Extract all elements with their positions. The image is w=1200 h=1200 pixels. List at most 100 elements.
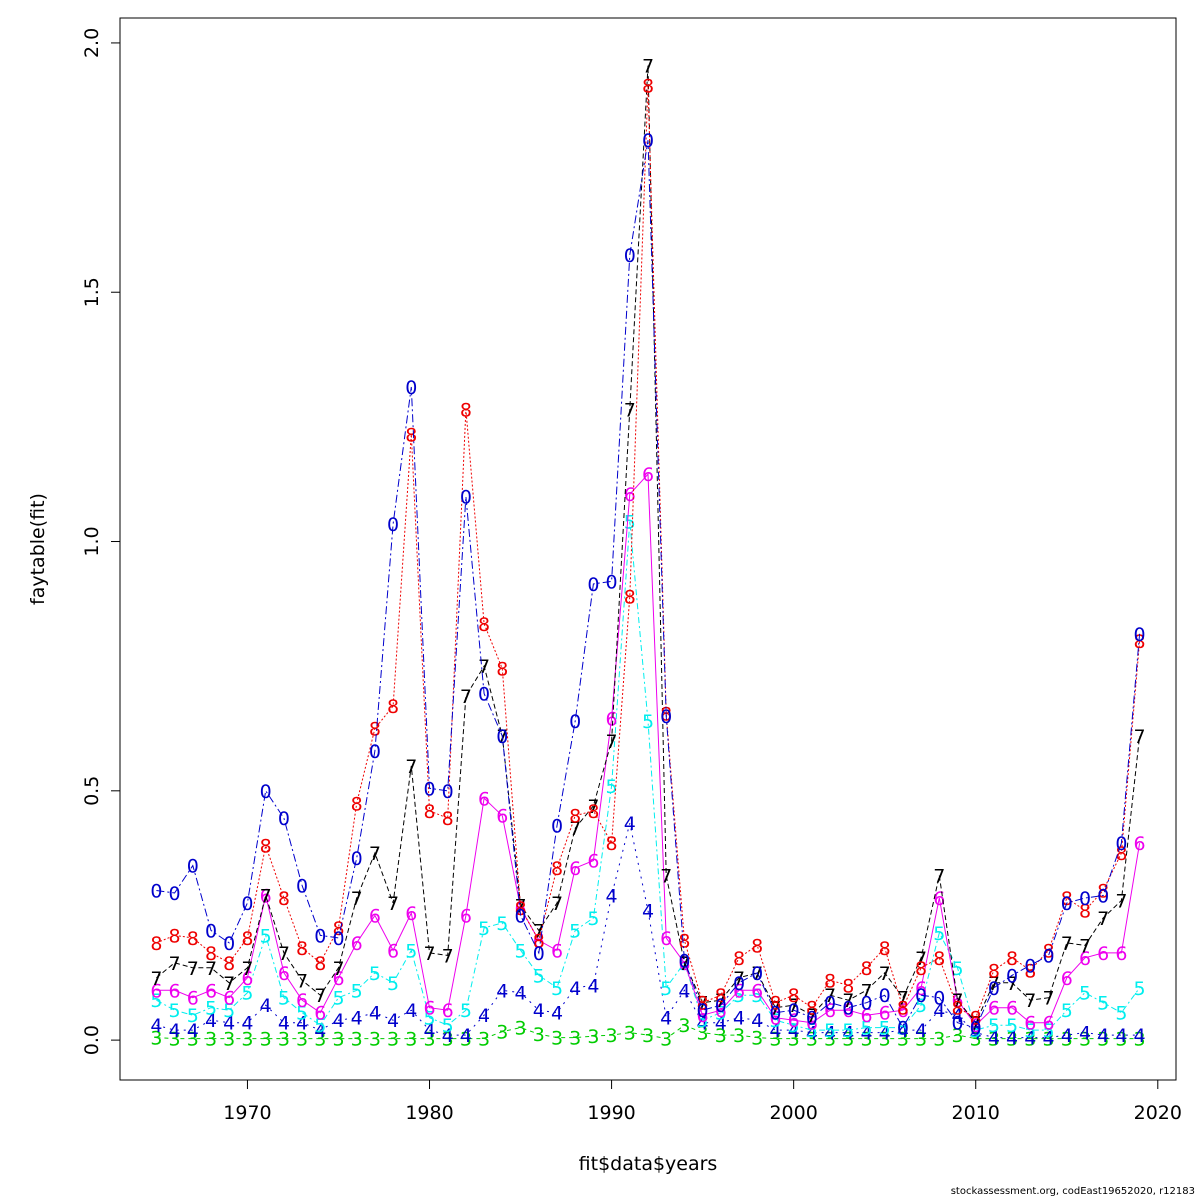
point-label: 3 [478, 1029, 490, 1051]
point-label: 5 [697, 1010, 709, 1032]
point-label: 7 [169, 953, 181, 975]
point-label: 4 [879, 1023, 891, 1045]
point-label: 4 [569, 978, 581, 1000]
point-label: 6 [879, 1003, 891, 1025]
point-label: 6 [187, 988, 199, 1010]
point-label: 7 [223, 973, 235, 995]
point-label: 5 [715, 1003, 727, 1025]
point-label: 5 [1079, 983, 1091, 1005]
point-label: 6 [205, 980, 217, 1002]
x-axis-title: fit$data$years [579, 1153, 718, 1175]
point-label: 3 [515, 1018, 527, 1040]
series-layer: 3 3 3 3 3 3 3 3 3 3 3 3 3 3 3 3 3 3 3 3 3 3 3 3 3 3 3 3 33 3 3 3 3 3 3 3 3 3 3… [150, 55, 1145, 1050]
point-label: 8 [260, 836, 272, 858]
point-label: 7 [933, 866, 945, 888]
point-label: 7 [988, 973, 1000, 995]
point-label: 8 [970, 1008, 982, 1030]
point-label: 7 [533, 920, 545, 942]
point-label: 0 [278, 808, 290, 830]
point-label: 4 [296, 1013, 308, 1035]
point-label: 0 [824, 993, 836, 1015]
point-label: 8 [150, 933, 162, 955]
point-label: 0 [1006, 965, 1018, 987]
point-label: 0 [423, 778, 435, 800]
point-label: 4 [1134, 1025, 1146, 1047]
point-label: 6 [260, 886, 272, 908]
point-label: 3 [187, 1029, 199, 1051]
point-label: 5 [296, 1003, 308, 1025]
point-label: 0 [1061, 893, 1073, 915]
point-label: 5 [405, 940, 417, 962]
point-label: 8 [933, 948, 945, 970]
point-label: 7 [1134, 726, 1146, 748]
point-label: 5 [387, 973, 399, 995]
point-label: 3 [369, 1029, 381, 1051]
point-label: 6 [951, 990, 963, 1012]
point-label: 6 [169, 980, 181, 1002]
point-label: 6 [824, 1000, 836, 1022]
point-label: 8 [369, 719, 381, 741]
point-label: 0 [970, 1018, 982, 1040]
point-label: 0 [1115, 833, 1127, 855]
point-label: 5 [606, 776, 618, 798]
point-label: 4 [1043, 1028, 1055, 1050]
point-label: 0 [187, 856, 199, 878]
point-label: 0 [660, 706, 672, 728]
point-label: 5 [369, 963, 381, 985]
point-label: 4 [496, 980, 508, 1002]
point-label: 8 [1115, 843, 1127, 865]
point-label: 5 [478, 918, 490, 940]
point-label: 5 [988, 1015, 1000, 1037]
point-label: 3 [1097, 1029, 1109, 1051]
point-label: 5 [533, 965, 545, 987]
point-label: 8 [606, 833, 618, 855]
point-label: 6 [551, 940, 563, 962]
point-label: 0 [860, 993, 872, 1015]
point-label: 3 [860, 1029, 872, 1051]
point-label: 6 [332, 968, 344, 990]
point-label: 5 [587, 908, 599, 930]
point-label: 6 [314, 1003, 326, 1025]
point-label: 4 [332, 1010, 344, 1032]
point-label: 4 [988, 1028, 1000, 1050]
y-tick-label: 2.0 [81, 28, 103, 58]
series-4-line [156, 823, 1140, 1039]
point-label: 0 [897, 1018, 909, 1040]
point-label: 5 [515, 940, 527, 962]
point-label: 3 [988, 1029, 1000, 1051]
point-label: 8 [423, 801, 435, 823]
point-label: 5 [332, 988, 344, 1010]
point-label: 8 [860, 958, 872, 980]
x-tick-label: 1980 [405, 1102, 453, 1124]
point-label: 0 [733, 973, 745, 995]
point-label: 8 [205, 943, 217, 965]
point-label: 6 [369, 906, 381, 928]
point-label: 5 [642, 711, 654, 733]
point-label: 6 [1024, 1013, 1036, 1035]
point-label: 7 [897, 988, 909, 1010]
point-label: 4 [278, 1013, 290, 1035]
point-label: 6 [788, 1010, 800, 1032]
series-0-line [156, 140, 1141, 1029]
y-tick-label: 0.5 [81, 776, 103, 806]
point-label: 7 [624, 399, 636, 421]
y-axis-title: faytable(fit) [27, 493, 49, 605]
point-label: 8 [460, 399, 472, 421]
point-label: 0 [369, 741, 381, 763]
point-label: 6 [241, 968, 253, 990]
point-label: 6 [223, 988, 235, 1010]
point-label: 0 [551, 816, 563, 838]
point-label: 6 [842, 1000, 854, 1022]
point-label: 8 [624, 586, 636, 608]
point-label: 3 [332, 1029, 344, 1051]
point-label: 5 [624, 512, 636, 534]
point-label: 4 [1061, 1025, 1073, 1047]
point-label: 8 [751, 935, 763, 957]
point-label: 0 [496, 726, 508, 748]
point-label: 7 [970, 1013, 982, 1035]
point-label: 0 [460, 487, 472, 509]
point-label: 6 [1134, 833, 1146, 855]
point-label: 7 [187, 958, 199, 980]
point-label: 5 [496, 913, 508, 935]
